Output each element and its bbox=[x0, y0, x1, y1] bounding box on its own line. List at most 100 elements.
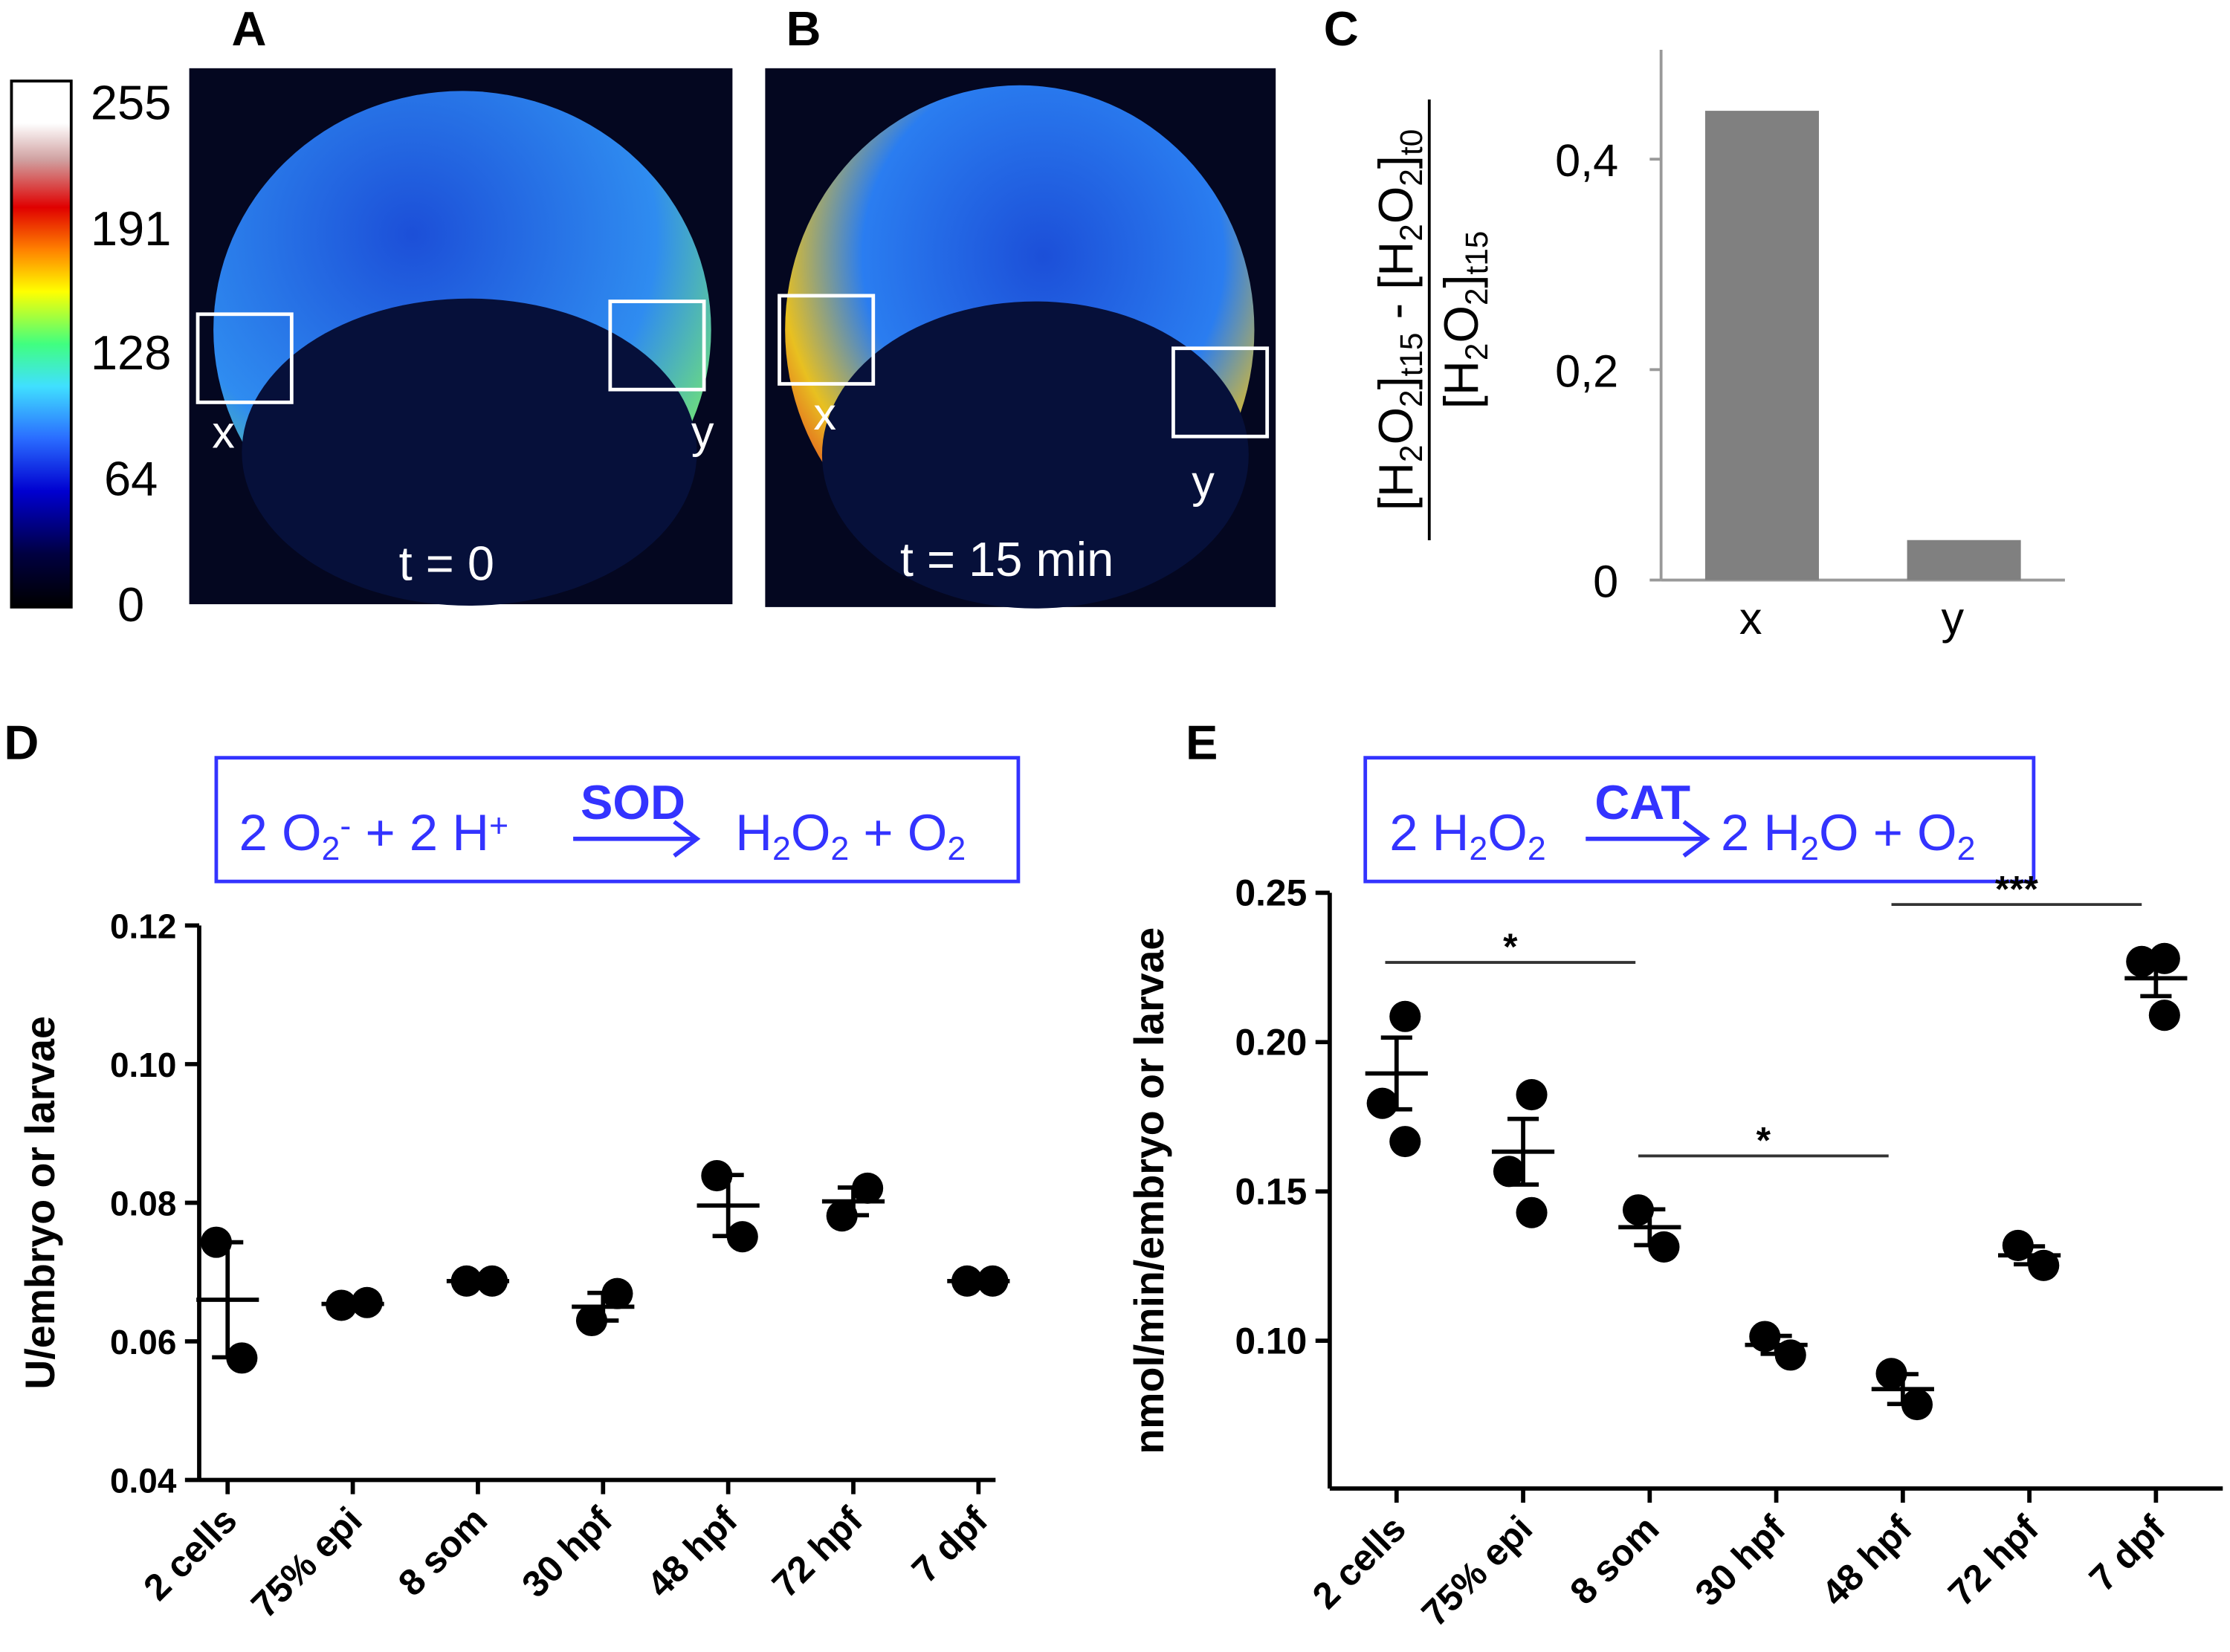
formula: H2O2 + O2 bbox=[735, 804, 966, 867]
formula-sub: 2 bbox=[1393, 224, 1428, 242]
dot bbox=[1389, 1126, 1421, 1158]
y-tick-label: 0.08 bbox=[110, 1185, 176, 1223]
formula-text: O + O bbox=[1819, 804, 1957, 861]
colorbar-tick-label: 255 bbox=[91, 76, 172, 130]
region-label: x bbox=[813, 389, 836, 439]
panel-label: A bbox=[231, 1, 266, 56]
formula-text: [H bbox=[1368, 462, 1423, 511]
colorbar bbox=[10, 80, 73, 609]
equation-box bbox=[1363, 756, 2036, 884]
time-label: t = 0 bbox=[399, 537, 494, 591]
region-box bbox=[608, 299, 706, 392]
formula-text: O bbox=[1434, 305, 1488, 343]
formula-sub: 2 bbox=[1800, 831, 1819, 868]
formula-text: 2 H bbox=[1721, 804, 1800, 861]
region-label: y bbox=[1192, 457, 1215, 508]
bar bbox=[1907, 540, 2021, 580]
formula-sub: 2 bbox=[1957, 831, 1976, 868]
formula-text: H bbox=[735, 804, 772, 861]
formula-text: ] bbox=[1368, 376, 1423, 389]
formula-sub: 2 bbox=[1393, 169, 1428, 187]
x-tick-label: 48 hpf bbox=[1814, 1507, 1920, 1613]
region-label: x bbox=[212, 407, 235, 458]
y-tick-label: 0.10 bbox=[1235, 1320, 1307, 1361]
bar bbox=[1704, 111, 1819, 580]
x-tick-label: x bbox=[1739, 593, 1762, 644]
formula-sub: 2 bbox=[1528, 831, 1546, 868]
y-tick-label: 0.20 bbox=[1235, 1022, 1307, 1063]
formula: 2 H2O2 bbox=[1389, 804, 1545, 867]
formula: 2 H2O + O2 bbox=[1721, 804, 1976, 867]
x-tick-label: 2 cells bbox=[1305, 1508, 1414, 1617]
x-tick-label: 30 hpf bbox=[1687, 1507, 1793, 1613]
x-tick-label: 8 som bbox=[1562, 1508, 1667, 1613]
significance-label: *** bbox=[1995, 868, 2039, 910]
x-tick-label: 72 hpf bbox=[1940, 1507, 2046, 1613]
region-box bbox=[195, 312, 294, 404]
dot bbox=[2148, 1000, 2180, 1031]
panel-label: E bbox=[1186, 716, 1218, 770]
y-tick-label: 0,2 bbox=[1555, 346, 1618, 396]
formula-sub: t0 bbox=[1393, 129, 1428, 155]
significance-label: * bbox=[1503, 926, 1518, 968]
content bbox=[10, 68, 2036, 884]
formula-text: 2 O bbox=[239, 804, 322, 861]
time-label: t = 15 min bbox=[900, 532, 1114, 586]
formula-sup: + bbox=[489, 807, 508, 844]
formula: 2 O2- + 2 H+ bbox=[239, 804, 509, 867]
y-tick-label: 0.04 bbox=[110, 1462, 177, 1500]
y-tick-label: 0.25 bbox=[1235, 872, 1307, 914]
dot bbox=[1516, 1196, 1548, 1228]
yolk bbox=[242, 298, 697, 606]
formula-sub: 2 bbox=[772, 831, 791, 868]
y-tick-label: 0 bbox=[1593, 556, 1618, 606]
x-tick-label: y bbox=[1942, 593, 1965, 644]
y-axis-label: U/embryo or larvae bbox=[17, 1016, 63, 1390]
enzyme: SOD bbox=[581, 775, 685, 829]
significance-label: * bbox=[1756, 1120, 1771, 1162]
formula-text: 2 H bbox=[1389, 804, 1469, 861]
region-label: y bbox=[691, 407, 714, 458]
panel-label: B bbox=[786, 1, 821, 56]
x-tick-label: 48 hpf bbox=[639, 1499, 746, 1605]
formula: [H2O2]t15 - [H2O2]t0 bbox=[1368, 129, 1429, 511]
formula: [H2O2]t15 bbox=[1434, 231, 1494, 409]
dot bbox=[1366, 1087, 1398, 1119]
formula-sub: t15 bbox=[1458, 231, 1493, 275]
x-tick-label: 75% epi bbox=[1414, 1508, 1541, 1635]
formula-text: - [H bbox=[1368, 242, 1423, 333]
arrow-head bbox=[1682, 820, 1710, 858]
y-tick-label: 0,4 bbox=[1555, 135, 1618, 186]
formula-sub: 2 bbox=[1393, 445, 1428, 463]
dot bbox=[1493, 1156, 1525, 1188]
y-tick-label: 0.10 bbox=[110, 1046, 176, 1084]
x-tick-label: 8 som bbox=[390, 1499, 495, 1604]
x-tick-label: 30 hpf bbox=[514, 1499, 620, 1605]
formula-text: O bbox=[791, 804, 831, 861]
y-axis-label: nmol/min/embryo or larvae bbox=[1126, 927, 1172, 1454]
formula-text: ] bbox=[1368, 155, 1423, 169]
dot bbox=[1516, 1078, 1548, 1111]
x-tick-label: 75% epi bbox=[243, 1499, 370, 1626]
panel-label: D bbox=[4, 716, 39, 770]
enzyme: CAT bbox=[1594, 775, 1690, 829]
dot bbox=[1389, 1000, 1421, 1032]
formula-sub: 2 bbox=[1458, 288, 1493, 306]
formula-text: ] bbox=[1434, 274, 1488, 288]
formula-sub: t15 bbox=[1393, 333, 1428, 377]
equation-box bbox=[214, 756, 1021, 884]
colorbar-tick-label: 191 bbox=[91, 201, 172, 256]
formula-sub: 2 bbox=[322, 831, 340, 868]
formula-text: O bbox=[1487, 804, 1528, 861]
formula-sub: 2 bbox=[1469, 831, 1487, 868]
y-tick-label: 0.12 bbox=[110, 907, 176, 946]
yolk bbox=[821, 301, 1249, 609]
colorbar-tick-label: 128 bbox=[91, 325, 172, 380]
region-box bbox=[1171, 346, 1270, 438]
y-axis-label: [H2O2]t15 - [H2O2]t0[H2O2]t15 bbox=[1368, 99, 1494, 540]
x-tick-label: 7 dpf bbox=[904, 1499, 996, 1591]
formula-text: + O bbox=[849, 804, 947, 861]
region-box bbox=[778, 294, 876, 386]
colorbar-tick-label: 0 bbox=[117, 577, 144, 632]
